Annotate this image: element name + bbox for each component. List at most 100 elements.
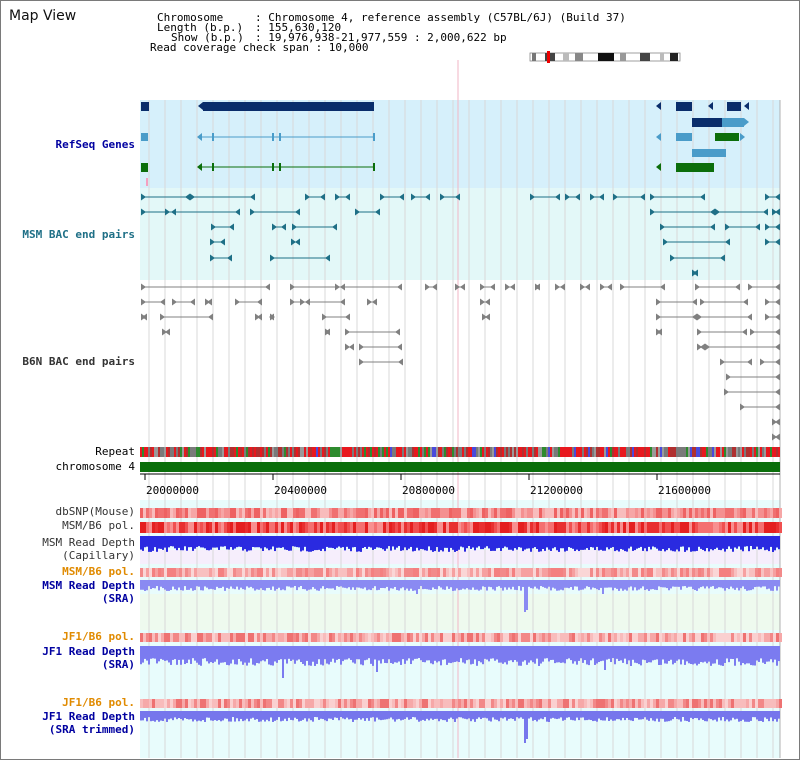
- msm-pol-strip-cell: [248, 522, 251, 533]
- jf1-pol-strip-cell: [323, 699, 326, 708]
- jf1-pol-strip-cell: [167, 633, 170, 642]
- bac-end-arrow: [190, 193, 195, 201]
- msm-pol-strip-cell: [272, 568, 275, 577]
- jf1-trim-depth-bar: [254, 711, 256, 720]
- bac-end-arrow: [535, 283, 540, 291]
- repeat-segment: [258, 447, 260, 457]
- track-label-refseq: RefSeq Genes: [55, 138, 135, 151]
- jf1-pol-strip-cell: [599, 633, 602, 642]
- jf1-trim-depth-bar: [708, 711, 710, 719]
- dbsnp-strip-cell: [740, 508, 743, 518]
- jf1-trim-depth-bar: [454, 711, 456, 722]
- gene-block: [141, 102, 149, 111]
- jf1-pol-strip-cell: [374, 633, 377, 642]
- msm-sra-depth-bar: [558, 580, 560, 591]
- jf1-pol-strip-cell: [479, 699, 482, 708]
- repeat-segment: [356, 447, 358, 457]
- jf1-pol-strip-cell: [662, 633, 665, 642]
- msm-pol-strip-cell: [296, 568, 299, 577]
- msm-cap-depth-bar: [406, 536, 408, 551]
- repeat-segment: [202, 447, 204, 457]
- msm-cap-depth-bar: [578, 536, 580, 552]
- jf1-trim-depth-bar: [308, 711, 310, 719]
- jf1-sra-depth-bar: [330, 646, 332, 662]
- jf1-pol-strip-cell: [389, 633, 392, 642]
- msm-cap-depth-bar: [362, 536, 364, 549]
- msm-sra-depth-bar: [576, 580, 578, 587]
- msm-cap-depth-bar: [152, 536, 154, 551]
- bac-end-arrow: [220, 238, 225, 246]
- msm-cap-depth-bar: [398, 536, 400, 547]
- jf1-sra-depth-bar: [602, 646, 604, 661]
- dbsnp-strip-cell: [512, 508, 515, 518]
- msm-sra-depth-bar: [664, 580, 666, 588]
- jf1-pol-strip-cell: [263, 699, 266, 708]
- msm-pol-strip-cell: [251, 522, 254, 533]
- msm-sra-depth-bar: [296, 580, 298, 591]
- jf1-trim-depth-bar: [638, 711, 640, 720]
- info-length-key: Length (b.p.): [157, 21, 244, 34]
- dbsnp-strip-cell: [245, 508, 248, 518]
- jf1-pol-strip-cell: [536, 633, 539, 642]
- jf1-pol-strip-cell: [719, 699, 722, 708]
- msm-sra-depth-bar: [570, 580, 572, 588]
- dbsnp-strip-cell: [320, 508, 323, 518]
- msm-pol-strip-cell: [596, 522, 599, 533]
- msm-pol-strip-cell: [629, 522, 632, 533]
- dbsnp-strip-cell: [494, 508, 497, 518]
- jf1-trim-depth-bar: [226, 711, 228, 719]
- msm-sra-depth-bar: [320, 580, 322, 589]
- msm-pol-strip-cell: [206, 568, 209, 577]
- jf1-pol-strip-cell: [278, 699, 281, 708]
- msm-sra-depth-bar: [280, 580, 282, 591]
- repeat-segment: [686, 447, 688, 457]
- msm-cap-depth-bar: [422, 536, 424, 550]
- msm-cap-depth-bar: [292, 536, 294, 547]
- bac-end-arrow: [359, 358, 364, 366]
- jf1-sra-depth-bar: [218, 646, 220, 665]
- msm-sra-depth-bar: [768, 580, 770, 589]
- bac-end-arrow: [432, 283, 437, 291]
- jf1-sra-depth-bar: [152, 646, 154, 659]
- msm-sra-depth-bar: [690, 580, 692, 587]
- jf1-pol-strip-cell: [458, 699, 461, 708]
- msm-pol-strip-cell: [536, 522, 539, 533]
- msm-sra-depth-bar: [470, 580, 472, 590]
- jf1-sra-depth-bar: [772, 646, 774, 663]
- msm-sra-depth-bar: [174, 580, 176, 590]
- jf1-pol-strip-cell: [713, 699, 716, 708]
- msm-pol-strip-cell: [710, 568, 713, 577]
- msm-sra-depth-bar: [468, 580, 470, 590]
- jf1-trim-depth-bar: [706, 711, 708, 722]
- jf1-sra-depth-bar: [318, 646, 320, 660]
- jf1-trim-depth-bar: [382, 711, 384, 720]
- msm-sra-depth-bar: [430, 580, 432, 591]
- msm-pol-strip-cell: [662, 568, 665, 577]
- msm-sra-depth-bar: [552, 580, 554, 588]
- jf1-pol-strip-cell: [638, 633, 641, 642]
- bac-end-arrow: [750, 328, 755, 336]
- msm-sra-depth-bar: [508, 580, 510, 588]
- msm-cap-depth-bar: [300, 536, 302, 552]
- msm-pol-strip-cell: [296, 522, 299, 533]
- dbsnp-strip-cell: [572, 508, 575, 518]
- msm-pol-strip-cell: [278, 568, 281, 577]
- msm-sra-depth-bar: [370, 580, 372, 591]
- msm-sra-depth-bar: [372, 580, 374, 589]
- dbsnp-strip-cell: [335, 508, 338, 518]
- jf1-pol-strip-cell: [755, 699, 758, 708]
- jf1-trim-depth-bar: [584, 711, 586, 721]
- jf1-trim-depth-bar: [632, 711, 634, 722]
- repeat-segment: [160, 447, 162, 457]
- msm-pol-strip-cell: [395, 568, 398, 577]
- jf1-sra-depth-bar: [376, 646, 378, 672]
- jf1-sra-depth-bar: [760, 646, 762, 659]
- msm-pol-strip-cell: [509, 522, 512, 533]
- msm-cap-depth-bar: [328, 536, 330, 548]
- msm-cap-depth-bar: [532, 536, 534, 549]
- jf1-sra-depth-bar: [284, 646, 286, 660]
- msm-pol-strip-cell: [320, 568, 323, 577]
- msm-pol-strip-cell: [590, 522, 593, 533]
- jf1-trim-depth-bar: [682, 711, 684, 718]
